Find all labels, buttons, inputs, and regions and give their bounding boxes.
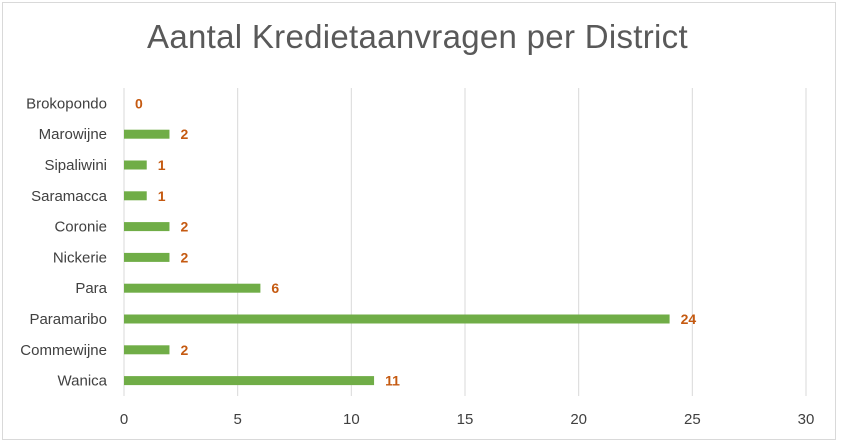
category-label: Paramaribo <box>29 311 107 328</box>
bar <box>124 283 261 293</box>
category-label: Marowijne <box>39 126 107 143</box>
gridlines <box>123 88 807 396</box>
category-label: Nickerie <box>53 249 107 266</box>
bar <box>124 376 375 386</box>
chart-title: Aantal Kredietaanvragen per District <box>147 18 688 55</box>
category-label: Sipaliwini <box>44 157 107 174</box>
x-tick-label: 20 <box>570 411 587 428</box>
category-labels: Wanica Commewijne Paramaribo Para Nickerie Co… <box>20 95 107 389</box>
data-label: 0 <box>135 95 143 111</box>
category-label: Brokopondo <box>26 95 107 112</box>
bar <box>124 222 170 232</box>
data-label: 1 <box>158 188 166 204</box>
bar <box>124 160 147 170</box>
bars <box>124 129 670 386</box>
data-label: 2 <box>180 249 188 265</box>
x-tick-label: 0 <box>120 411 128 428</box>
data-label: 1 <box>158 157 166 173</box>
data-label: 6 <box>271 280 279 296</box>
bar <box>124 129 170 139</box>
category-label: Coronie <box>54 219 107 236</box>
x-tick-label: 30 <box>798 411 815 428</box>
category-label: Commewijne <box>20 342 107 359</box>
data-label: 2 <box>180 126 188 142</box>
data-label: 11 <box>385 373 400 389</box>
data-label: 2 <box>180 219 188 235</box>
x-axis-ticks: 0 5 10 15 20 25 30 <box>120 411 815 428</box>
bar <box>124 314 670 324</box>
bar <box>124 252 170 262</box>
bar <box>124 345 170 355</box>
bar <box>124 191 147 201</box>
category-label: Para <box>75 280 107 297</box>
data-label: 2 <box>180 342 188 358</box>
category-label: Saramacca <box>31 188 108 205</box>
x-tick-label: 10 <box>343 411 360 428</box>
x-tick-label: 15 <box>457 411 474 428</box>
data-label: 24 <box>681 311 697 327</box>
x-tick-label: 5 <box>233 411 241 428</box>
category-label: Wanica <box>58 373 108 390</box>
chart-frame <box>2 2 836 440</box>
x-tick-label: 25 <box>684 411 701 428</box>
